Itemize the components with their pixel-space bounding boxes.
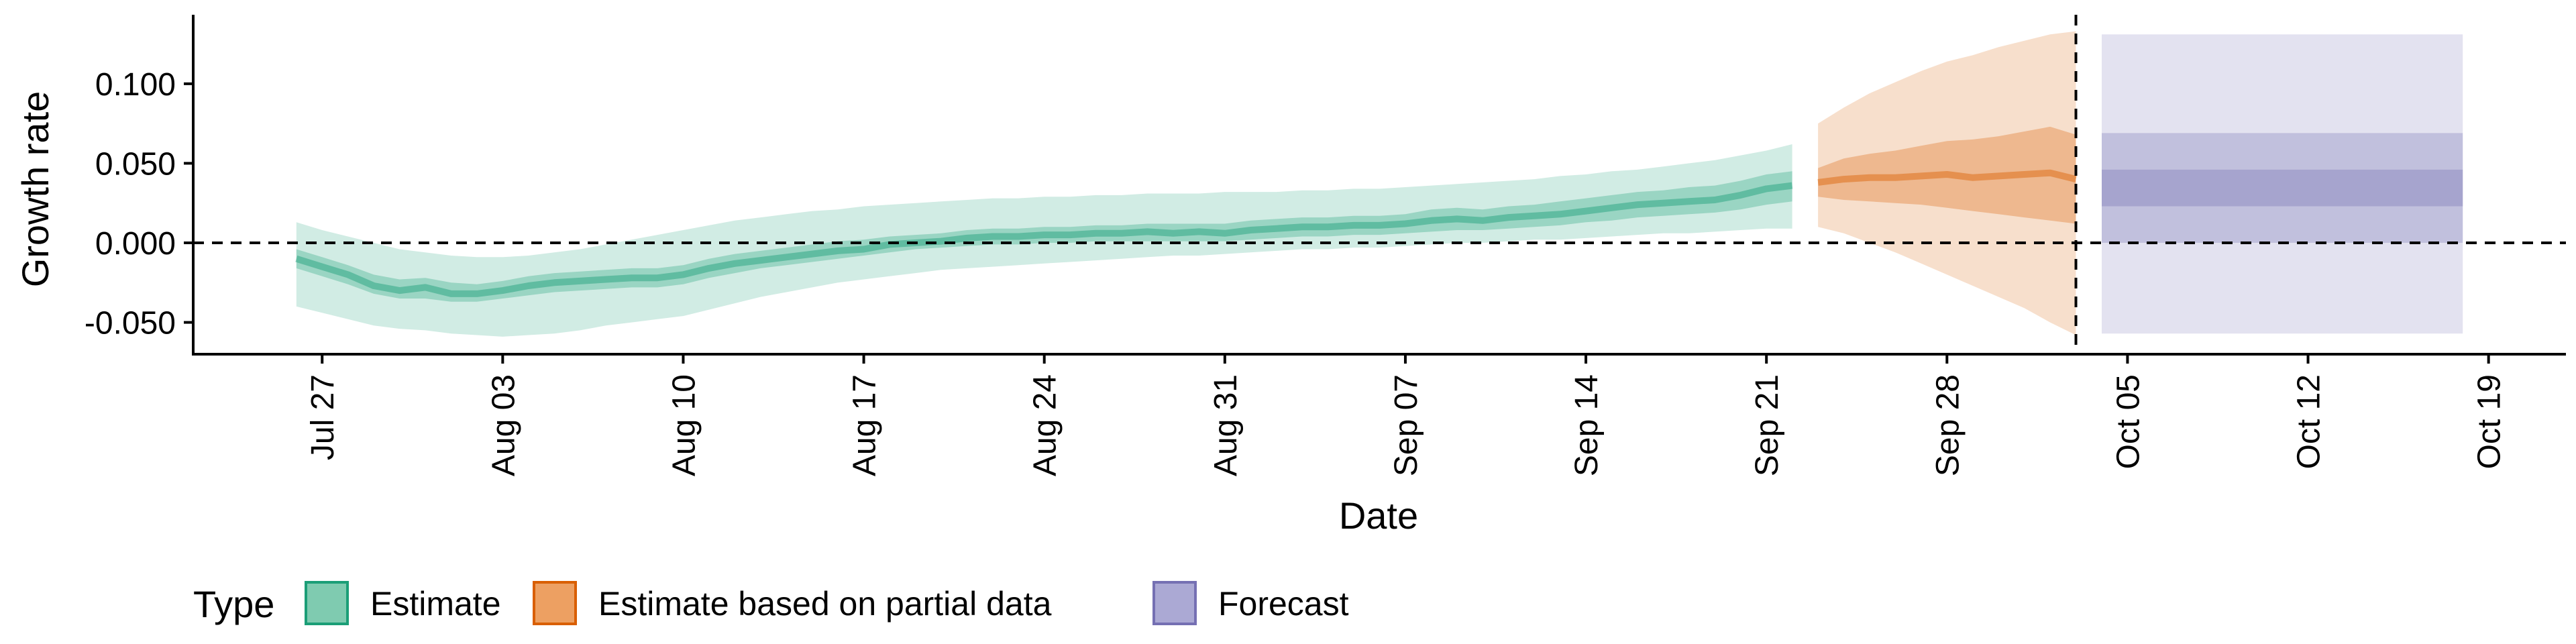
series-0-band-90: [296, 144, 1792, 337]
legend-label: Estimate based on partial data: [598, 585, 1052, 623]
x-tick-label: Sep 28: [1930, 374, 1966, 476]
x-tick-label: Oct 12: [2292, 374, 2327, 469]
legend-key: [533, 581, 577, 625]
y-tick-label: -0.050: [85, 306, 176, 341]
series-1-median-line: [1817, 169, 2077, 186]
plot-area: [193, 15, 2566, 354]
series-2-band-50: [2102, 133, 2463, 243]
legend-key: [305, 581, 349, 625]
x-axis-title: Date: [1339, 494, 1418, 537]
series-0-median-line: [295, 182, 1793, 297]
x-tick-label: Aug 10: [667, 374, 702, 476]
series-1-band-50: [1818, 126, 2076, 224]
x-tick-label: Sep 21: [1750, 374, 1785, 476]
x-tick-label: Aug 17: [847, 374, 883, 476]
legend-title: Type: [193, 583, 274, 625]
x-tick-label: Jul 27: [305, 374, 341, 460]
legend-key: [1152, 581, 1197, 625]
x-tick-label: Aug 03: [486, 374, 521, 476]
axes: -0.050 0.000 0.050 0.100 Jul 27 Aug 03 Aug 10 A…: [85, 15, 2566, 476]
x-tick-label: Aug 24: [1028, 374, 1063, 476]
y-tick-label: 0.050: [95, 146, 176, 182]
series-2-band-25: [2102, 169, 2463, 207]
x-tick-label: Oct 19: [2472, 374, 2508, 469]
series-0-band-50: [296, 171, 1792, 302]
legend-label: Estimate: [370, 585, 501, 623]
y-axis-title: Growth rate: [14, 91, 56, 288]
x-tick-label: Oct 05: [2110, 374, 2146, 469]
legend-label: Forecast: [1218, 585, 1349, 623]
y-tick-label: 0.100: [95, 67, 176, 103]
series-1-band-90: [1818, 31, 2076, 335]
x-tick-label: Sep 07: [1389, 374, 1424, 476]
legend: Type Estimate Estimate based on partial d…: [193, 581, 1349, 625]
series-2-band-90: [2102, 34, 2463, 334]
y-tick-label: 0.000: [95, 226, 176, 262]
x-tick-label: Aug 31: [1208, 374, 1244, 476]
x-tick-label: Sep 14: [1569, 374, 1605, 476]
